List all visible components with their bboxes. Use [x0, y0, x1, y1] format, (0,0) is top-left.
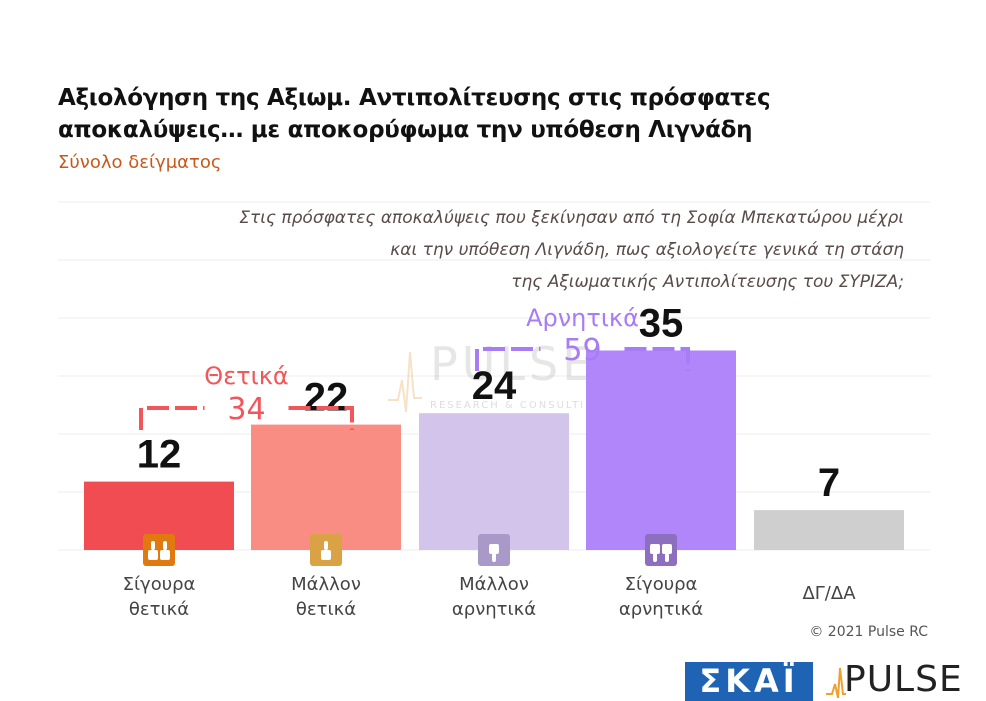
thumb-finger [163, 541, 167, 550]
survey-question: Στις πρόσφατες αποκαλύψεις που ξεκίνησαν… [184, 202, 904, 298]
bracket-line-left [475, 347, 541, 371]
chart-subtitle: Σύνολο δείγματος [58, 152, 222, 173]
bar [251, 424, 401, 550]
pulse-spark-icon [826, 667, 846, 698]
bar [754, 510, 904, 550]
pulse-watermark: PULSE RESEARCH & CONSULTING [388, 337, 604, 413]
category-label: ΔΓ/ΔΑ [802, 583, 856, 604]
group-total: 34 [227, 392, 265, 427]
copyright-note: © 2021 Pulse RC [809, 624, 928, 640]
double-thumbs-down-icon-bg [645, 534, 677, 566]
category-label: αρνητικά [452, 599, 536, 620]
thumb-finger [665, 553, 669, 562]
data-label: 24 [472, 364, 517, 408]
pulse-logo-text: PULSE [844, 659, 963, 700]
bracket-line-left [139, 406, 205, 430]
watermark-spark-icon [388, 351, 422, 413]
pulse-logo: PULSE [826, 658, 963, 701]
thumb-palm [148, 550, 158, 560]
survey-question-line-3: της Αξιωματικής Αντιπολίτευσης του ΣΥΡΙΖ… [511, 272, 904, 292]
survey-question-line-1: Στις πρόσφατες αποκαλύψεις που ξεκίνησαν… [239, 208, 904, 228]
category-label: θετικά [296, 599, 356, 620]
category-label: Μάλλον [291, 574, 361, 595]
thumbs-down-icon [478, 534, 510, 566]
category-label: θετικά [129, 599, 189, 620]
group-label: Θετικά [204, 362, 288, 390]
thumb-finger [653, 553, 657, 562]
thumb-finger [324, 541, 328, 550]
group-label: Αρνητικά [526, 304, 639, 332]
thumb-finger [151, 541, 155, 550]
data-label: 22 [304, 376, 349, 420]
chart-title-line-1: Αξιολόγηση της Αξιωμ. Αντιπολίτευσης στι… [58, 85, 771, 111]
survey-question-line-2: και την υπόθεση Λιγνάδη, πως αξιολογείτε… [390, 240, 904, 260]
thumb-palm [662, 544, 672, 554]
category-label: Σίγουρα [123, 574, 196, 595]
data-label: 12 [137, 433, 182, 477]
thumb-finger [492, 553, 496, 562]
bracket-line-right [624, 347, 690, 371]
watermark-tagline: RESEARCH & CONSULTING [430, 400, 604, 411]
double-thumbs-up-icon-bg [143, 534, 175, 566]
category-label: Μάλλον [459, 574, 529, 595]
thumb-palm [489, 544, 499, 554]
chart-title: Αξιολόγηση της Αξιωμ. Αντιπολίτευσης στι… [58, 82, 818, 146]
double-thumbs-up-icon [143, 534, 175, 566]
data-label: 7 [818, 461, 840, 505]
watermark-brand: PULSE [430, 337, 595, 391]
bar [419, 413, 569, 550]
data-label: 35 [639, 302, 684, 346]
thumbs-up-icon [310, 534, 342, 566]
category-label: Σίγουρα [625, 574, 698, 595]
bar [586, 350, 736, 550]
chart-title-line-2: αποκαλύψεις… με αποκορύφωμα την υπόθεση … [58, 117, 753, 143]
skai-logo: ΣΚΑΪ [685, 662, 813, 701]
thumb-palm [160, 550, 170, 560]
group-total: 59 [563, 333, 601, 368]
thumb-palm [650, 544, 660, 554]
category-label: αρνητικά [619, 599, 703, 620]
bracket-line-right [288, 406, 354, 430]
double-thumbs-down-icon [645, 534, 677, 566]
thumb-palm [321, 550, 331, 560]
